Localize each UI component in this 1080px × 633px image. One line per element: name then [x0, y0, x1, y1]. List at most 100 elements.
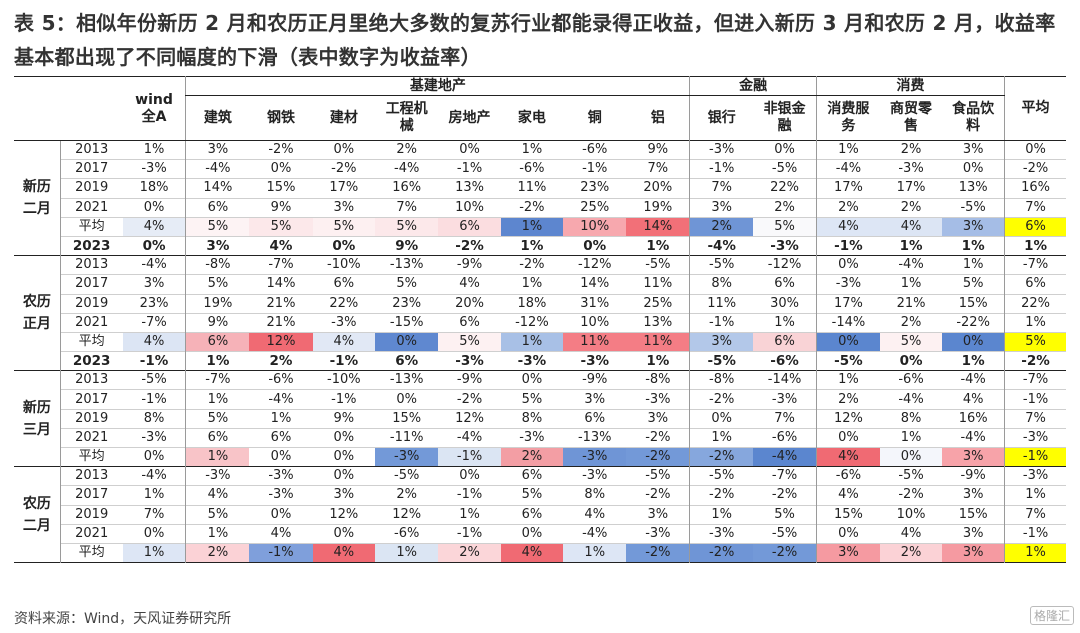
value-cell: -6%: [500, 159, 564, 179]
value-cell: 5%: [753, 504, 817, 525]
value-cell: -1%: [312, 351, 376, 371]
value-cell: 10%: [563, 312, 627, 333]
value-cell: 15%: [249, 178, 313, 199]
value-cell: 17%: [815, 293, 880, 314]
section-2: 新历三月 2013 -5% -7% -6% -10% -13% -9% 0% -9% -8% -8% -…: [14, 370, 1066, 467]
value-cell: 6%: [185, 331, 250, 352]
row-label: 2021: [59, 312, 123, 333]
value-cell: -1%: [438, 159, 501, 179]
value-cell: 2%: [375, 485, 439, 506]
value-cell: 8%: [122, 408, 186, 429]
value-cell: -9%: [456, 372, 483, 388]
value-cell: 2%: [689, 216, 754, 237]
value-cell: 1%: [500, 216, 564, 237]
section-label: 农历二月: [22, 495, 51, 534]
col-header: 食品饮料: [952, 101, 995, 134]
value-cell: 15%: [942, 504, 1005, 525]
value-cell: 2%: [438, 542, 501, 563]
value-cell: 6%: [563, 408, 627, 429]
section-label: 农历正月: [22, 294, 51, 333]
value-cell: 8%: [563, 485, 627, 506]
row-label: 2019: [59, 408, 123, 429]
row-label: 2013: [59, 466, 123, 486]
value-cell: 1%: [122, 485, 186, 506]
row-label: 2019: [59, 293, 123, 314]
value-cell: 6%: [375, 351, 439, 371]
value-cell: 1%: [185, 351, 250, 371]
value-cell: -3%: [185, 466, 250, 486]
value-cell: 1%: [879, 235, 943, 256]
value-cell: 15%: [375, 408, 439, 429]
value-cell: 14%: [185, 178, 250, 199]
col-header: 工程机械: [385, 101, 428, 134]
value-cell: 1%: [626, 235, 690, 256]
value-cell: -3%: [249, 485, 313, 506]
value-cell: 3%: [815, 542, 880, 563]
value-cell: 0%: [122, 523, 186, 544]
value-cell: 2%: [815, 389, 880, 410]
value-cell: 16%: [375, 178, 439, 199]
value-cell: 1%: [375, 542, 439, 563]
value-cell: 1%: [879, 274, 943, 294]
row-label: 平均: [59, 446, 123, 467]
value-cell: 9%: [312, 408, 376, 429]
value-cell: 4%: [438, 274, 501, 294]
value-cell: 0%: [122, 446, 186, 467]
col-header: 商贸零售: [890, 101, 933, 134]
table-row: 2019 23% 19% 21% 22% 23% 20% 18% 31% 25% 11% 30% 17%…: [14, 293, 1066, 314]
value-cell: 2%: [185, 542, 250, 563]
value-cell: -6%: [815, 466, 880, 486]
value-cell: 13%: [438, 178, 501, 199]
value-cell: 4%: [815, 446, 880, 467]
value-cell: -1%: [438, 446, 501, 467]
table-row: 2019 18% 14% 15% 17% 16% 13% 11% 23% 20% 7% 22% 17% 1…: [14, 178, 1066, 199]
value-cell: -3%: [582, 468, 608, 484]
row-label: 2019: [59, 504, 123, 525]
value-cell: 9%: [647, 142, 669, 158]
col-header: 房地产: [448, 109, 491, 126]
value-cell: -4%: [249, 389, 313, 410]
value-cell: 0%: [689, 408, 754, 429]
value-cell: -5%: [141, 372, 167, 388]
group-header-infra: 基建地产: [185, 76, 690, 96]
value-cell: -2%: [519, 257, 545, 273]
header-blank: [60, 76, 123, 141]
value-cell: -4%: [438, 427, 501, 448]
table-row: 平均 1% 2% -1% 4% 1% 2% 4% 1% -2% -2% -2% 3% 2% 3% 1%: [14, 542, 1066, 563]
value-cell: 7%: [689, 178, 754, 199]
value-cell: -4%: [898, 257, 924, 273]
value-cell: 6%: [1004, 216, 1066, 237]
value-cell: -3%: [122, 159, 186, 179]
value-cell: 7%: [1004, 504, 1066, 525]
table-row: 农历正月 2013 -4% -8% -7% -10% -13% -9% -2% -12% -5% -5…: [14, 255, 1066, 332]
value-cell: 4%: [312, 542, 376, 563]
value-cell: 6%: [185, 427, 250, 448]
value-cell: 10%: [438, 197, 501, 218]
value-cell: -5%: [394, 468, 420, 484]
value-cell: -3%: [1004, 427, 1066, 448]
value-cell: 1%: [500, 235, 564, 256]
section-0: 新历二月 2013 1% 3% -2% 0% 2% 0% 1% -6% 9% -3% 0% 1% 2% 3% 0…: [14, 140, 1066, 256]
value-cell: -2%: [689, 389, 754, 410]
value-cell: 7%: [122, 504, 186, 525]
value-cell: -9%: [960, 468, 986, 484]
value-cell: -4%: [815, 159, 880, 179]
value-cell: 1%: [122, 542, 186, 563]
col-header: 家电: [517, 109, 546, 126]
value-cell: -5%: [645, 468, 671, 484]
row-label: 2013: [59, 370, 123, 390]
table-row: 农历二月 2013 -4% -3% -3% 0% -5% 0% 6% -3% -5% -5% -7% -6…: [14, 466, 1066, 534]
value-cell: -14%: [767, 372, 802, 388]
value-cell: 21%: [249, 312, 313, 333]
value-cell: 3%: [942, 446, 1005, 467]
value-cell: 23%: [375, 293, 439, 314]
row-label: 2021: [59, 523, 123, 544]
value-cell: 7%: [1004, 408, 1066, 429]
value-cell: 9%: [249, 197, 313, 218]
col-header: 消费服务: [815, 95, 880, 141]
value-cell: 3%: [185, 235, 250, 256]
value-cell: -12%: [577, 257, 612, 273]
value-cell: 5%: [185, 408, 250, 429]
value-cell: 21%: [879, 293, 943, 314]
value-cell: -14%: [815, 312, 880, 333]
